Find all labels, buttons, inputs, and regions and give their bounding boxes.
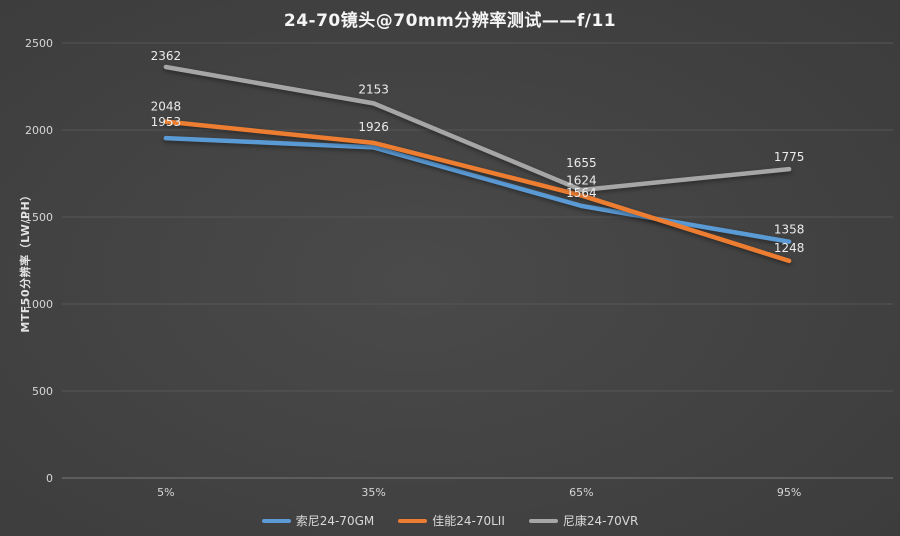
y-tick-label-2500: 2500 — [25, 37, 53, 50]
data-label-series0-65%: 1564 — [566, 186, 597, 200]
y-tick-label-2000: 2000 — [25, 124, 53, 137]
x-tick-label-35%: 35% — [361, 486, 385, 499]
data-label-series1-65%: 1624 — [566, 173, 597, 187]
data-label-series2-35%: 2153 — [358, 82, 389, 96]
data-label-series1-5%: 2048 — [151, 100, 182, 114]
data-label-series2-5%: 2362 — [151, 49, 182, 63]
y-tick-label-1000: 1000 — [25, 298, 53, 311]
legend-item-1: 佳能24-70LII — [398, 512, 505, 529]
chart-title: 24-70镜头@70mm分辨率测试——f/11 — [283, 11, 617, 31]
y-tick-label-0: 0 — [46, 472, 53, 485]
legend-label: 尼康24-70VR — [562, 514, 639, 528]
legend-item-0: 索尼24-70GM — [261, 512, 375, 529]
data-label-series1-35%: 1926 — [358, 120, 389, 134]
x-tick-label-5%: 5% — [157, 486, 174, 499]
legend: 索尼24-70GM 佳能24-70LII 尼康24-70VR — [0, 512, 900, 529]
series-line-0 — [163, 135, 792, 244]
legend-swatch-icon — [398, 518, 428, 523]
x-tick-label-65%: 65% — [569, 486, 593, 499]
legend-swatch-icon — [261, 518, 291, 523]
data-label-series2-65%: 1655 — [566, 156, 597, 170]
data-label-series0-95%: 1358 — [774, 223, 805, 237]
legend-swatch-icon — [528, 518, 558, 523]
legend-item-2: 尼康24-70VR — [528, 512, 639, 529]
data-label-series0-5%: 1953 — [151, 115, 182, 129]
data-label-series1-95%: 1248 — [774, 241, 805, 255]
series-line-1 — [163, 119, 792, 264]
data-label-series2-95%: 1775 — [774, 150, 805, 164]
legend-label: 索尼24-70GM — [295, 514, 375, 528]
x-tick-label-95%: 95% — [777, 486, 801, 499]
series-line-2 — [163, 64, 792, 193]
y-tick-label-1500: 1500 — [25, 211, 53, 224]
y-tick-label-500: 500 — [32, 385, 53, 398]
legend-label: 佳能24-70LII — [432, 514, 505, 528]
